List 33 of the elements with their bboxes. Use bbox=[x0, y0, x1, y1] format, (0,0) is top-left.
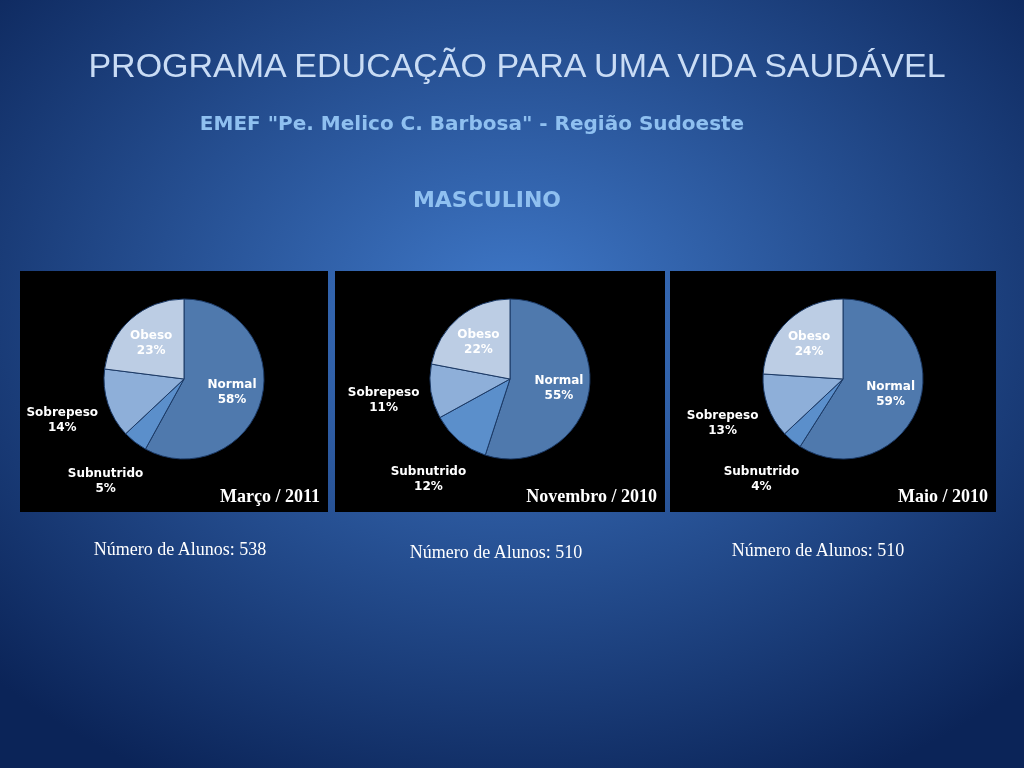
data-label: 58% bbox=[217, 392, 247, 407]
slice-label: Normal bbox=[866, 378, 916, 393]
slice-label: Sobrepeso bbox=[686, 408, 759, 423]
data-label: 5% bbox=[95, 481, 116, 496]
slice-label: Obeso bbox=[130, 327, 173, 342]
data-label: 4% bbox=[751, 478, 772, 493]
text: Março / 2011 bbox=[220, 486, 320, 506]
text: PROGRAMA EDUCAÇÃO PARA UMA VIDA SAUDÁVEL bbox=[88, 46, 946, 84]
text: Maio / 2010 bbox=[898, 486, 988, 506]
slice-label: Subnutrido bbox=[390, 463, 467, 478]
data-label: 11% bbox=[369, 400, 398, 415]
text: Número de Alunos: 510 bbox=[409, 542, 583, 562]
text: Número de Alunos: 538 bbox=[93, 539, 267, 559]
data-label: 23% bbox=[136, 342, 166, 357]
slice-label: Sobrepeso bbox=[347, 385, 420, 400]
text: EMEF "Pe. Melico C. Barbosa" - Região Sudoeste bbox=[199, 111, 745, 135]
text: Novembro / 2010 bbox=[526, 486, 657, 506]
slice-label: Obeso bbox=[787, 328, 831, 343]
text: Número de Alunos: 510 bbox=[731, 540, 905, 560]
text: MASCULINO bbox=[412, 187, 562, 212]
data-label: 14% bbox=[47, 419, 77, 434]
data-label: 22% bbox=[464, 341, 493, 356]
slice-label: Obeso bbox=[457, 326, 500, 341]
data-label: 12% bbox=[414, 478, 443, 493]
slice-label: Subnutrido bbox=[67, 466, 144, 481]
slice-label: Normal bbox=[534, 372, 584, 387]
slice-label: Normal bbox=[207, 377, 257, 392]
data-label: 59% bbox=[876, 393, 905, 408]
slice-label: Sobrepeso bbox=[26, 404, 99, 419]
slice-label: Subnutrido bbox=[723, 463, 800, 478]
data-label: 13% bbox=[708, 423, 737, 438]
data-label: 55% bbox=[544, 387, 574, 402]
data-label: 24% bbox=[794, 343, 824, 358]
